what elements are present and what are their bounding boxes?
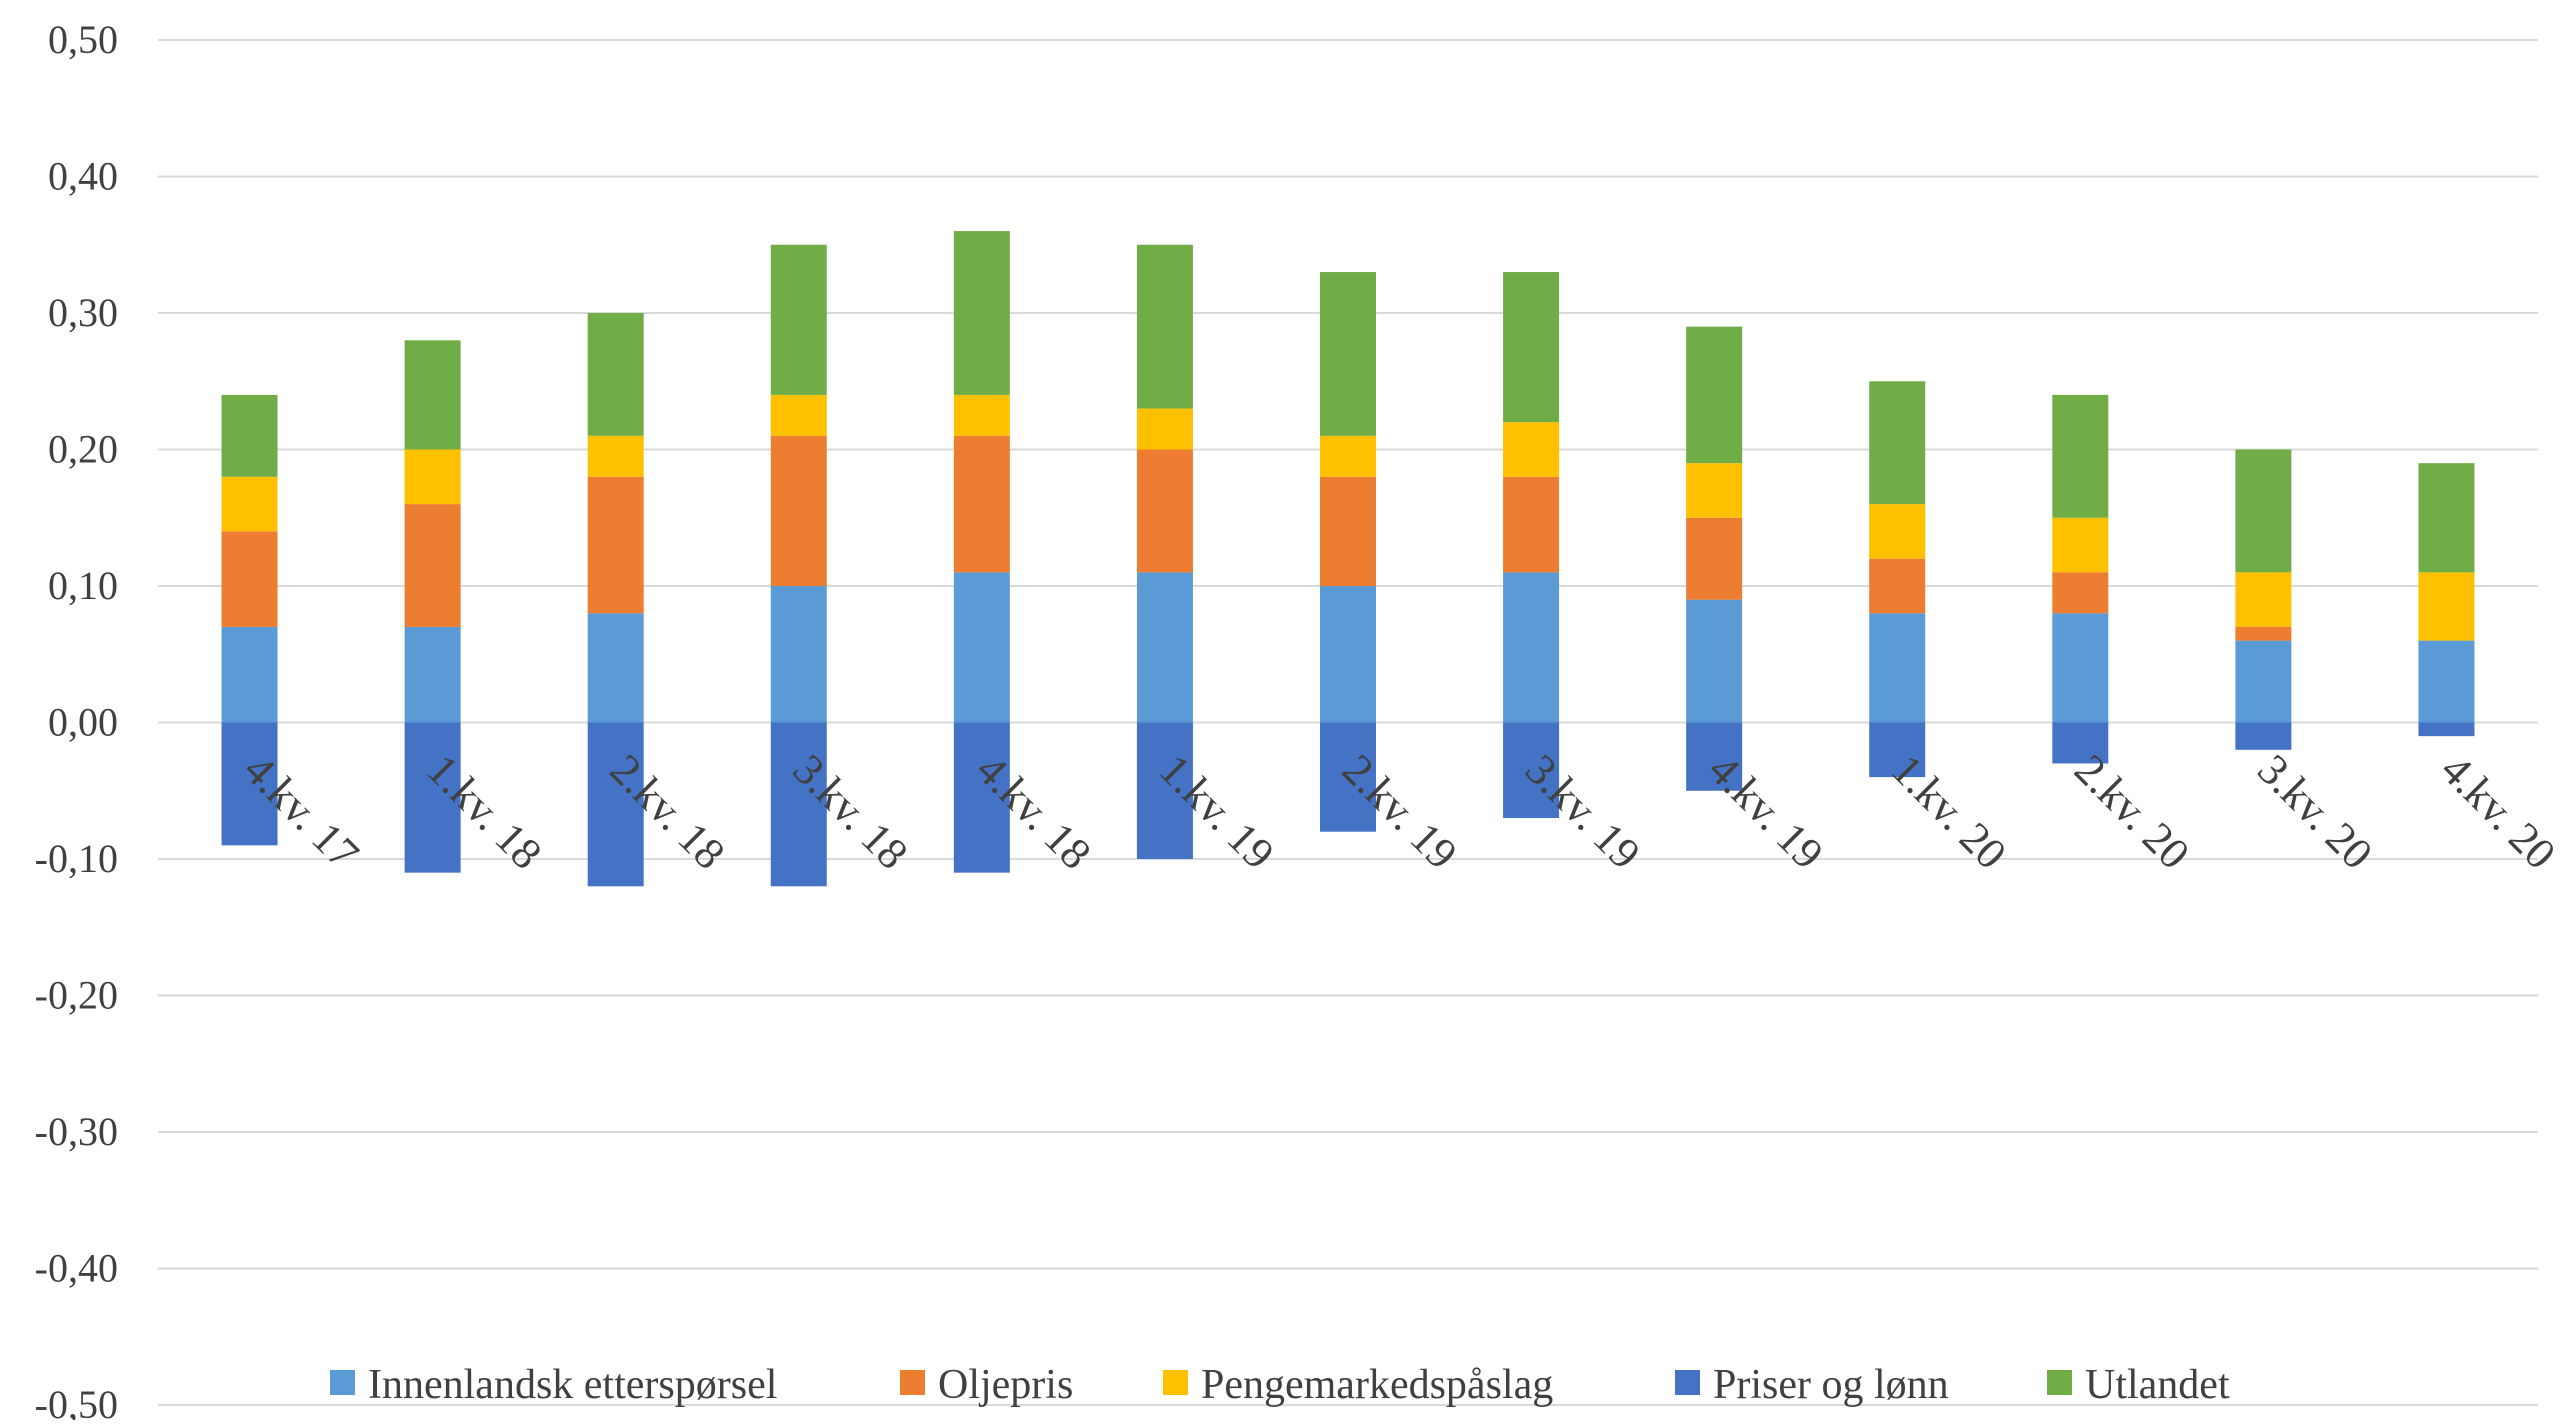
bar-segment bbox=[1503, 572, 1560, 723]
legend-swatch bbox=[1675, 1370, 1700, 1395]
y-tick-label: 0,50 bbox=[48, 17, 118, 62]
y-tick-label: 0,10 bbox=[48, 563, 118, 608]
bar-segment bbox=[770, 586, 827, 723]
bar-segment bbox=[2052, 517, 2109, 573]
y-axis-tick-labels: 0,50 0,40 0,30 0,20 0,10 0,00 -0,10 -0,20 -0,30 -… bbox=[35, 17, 118, 1425]
legend-swatch bbox=[1163, 1370, 1188, 1395]
bar-segment bbox=[770, 394, 827, 436]
bar-segment bbox=[1869, 504, 1926, 559]
bar-segment bbox=[1320, 476, 1376, 586]
bar-segment bbox=[953, 394, 1010, 436]
bar-segment bbox=[587, 722, 644, 887]
bar-segment bbox=[587, 435, 644, 477]
legend-label: Oljepris bbox=[938, 1362, 1073, 1408]
bar-segment bbox=[2418, 463, 2475, 573]
bar-segment bbox=[2418, 572, 2475, 641]
bar-segment bbox=[1136, 408, 1193, 450]
bar-segment bbox=[2235, 722, 2292, 750]
bar-segment bbox=[1869, 722, 1926, 778]
bar-segment bbox=[221, 394, 278, 477]
y-tick-label: 0,30 bbox=[48, 290, 118, 335]
legend-swatch bbox=[330, 1370, 355, 1395]
bar-segment bbox=[404, 504, 461, 627]
bar-segment bbox=[2052, 394, 2109, 518]
bar-segment bbox=[770, 244, 827, 395]
bar-segment bbox=[1503, 272, 1560, 423]
bar-segment bbox=[587, 313, 644, 436]
bar-segment bbox=[1686, 463, 1743, 518]
bar-segment bbox=[404, 626, 461, 723]
bar-segment bbox=[953, 572, 1010, 723]
bar-segment bbox=[2235, 449, 2292, 573]
bar-segment bbox=[953, 435, 1010, 573]
bar-segment bbox=[2052, 572, 2109, 614]
bar-segment bbox=[1320, 586, 1376, 723]
legend-swatch bbox=[2047, 1370, 2072, 1395]
bar-segment bbox=[404, 340, 461, 450]
bar-segment bbox=[587, 613, 644, 723]
bar-segment bbox=[1869, 558, 1926, 614]
bar-segment bbox=[1686, 722, 1743, 791]
bars bbox=[221, 231, 2475, 887]
bar-segment bbox=[1503, 476, 1560, 573]
bar-segment bbox=[2235, 626, 2292, 641]
y-tick-label: 0,00 bbox=[48, 700, 118, 745]
bar-segment bbox=[1686, 326, 1743, 464]
bar-segment bbox=[953, 231, 1010, 395]
bar-segment bbox=[1869, 613, 1926, 723]
legend: Innenlandsk etterspørsel Oljepris Pengemar… bbox=[330, 1362, 2230, 1408]
bar-segment bbox=[2418, 640, 2475, 723]
bar-segment bbox=[587, 476, 644, 614]
y-tick-label: -0,40 bbox=[35, 1246, 118, 1291]
bar-segment bbox=[1136, 572, 1193, 723]
legend-swatch bbox=[900, 1370, 925, 1395]
legend-label: Innenlandsk etterspørsel bbox=[368, 1362, 777, 1408]
y-tick-label: -0,50 bbox=[35, 1382, 118, 1420]
y-tick-label: -0,30 bbox=[35, 1109, 118, 1154]
bar-segment bbox=[1320, 272, 1376, 436]
bar-segment bbox=[770, 435, 827, 586]
bar-segment bbox=[1136, 449, 1193, 573]
bar-segment bbox=[221, 722, 278, 846]
bar-segment bbox=[2235, 640, 2292, 723]
legend-label: Priser og lønn bbox=[1713, 1362, 1949, 1408]
bar-segment bbox=[2052, 722, 2109, 764]
bar-segment bbox=[1320, 722, 1376, 832]
bar-segment bbox=[770, 722, 827, 887]
bar-segment bbox=[2052, 613, 2109, 723]
bar-segment bbox=[1686, 599, 1743, 723]
bar-segment bbox=[2418, 722, 2475, 737]
bar-segment bbox=[1136, 244, 1193, 409]
bar-segment bbox=[2235, 572, 2292, 627]
y-tick-label: 0,20 bbox=[48, 427, 118, 472]
y-tick-label: -0,10 bbox=[35, 836, 118, 881]
bar-segment bbox=[1686, 517, 1743, 600]
bar-segment bbox=[1503, 422, 1560, 477]
bar-segment bbox=[1869, 381, 1926, 505]
bar-segment bbox=[404, 722, 461, 873]
bar-segment bbox=[953, 722, 1010, 873]
bar-segment bbox=[221, 476, 278, 532]
bar-segment bbox=[1503, 722, 1560, 819]
y-tick-label: -0,20 bbox=[35, 973, 118, 1018]
bar-segment bbox=[221, 531, 278, 627]
y-tick-label: 0,40 bbox=[48, 154, 118, 199]
bar-segment bbox=[1136, 722, 1193, 859]
bar-segment bbox=[1320, 435, 1376, 477]
bar-segment bbox=[404, 449, 461, 505]
legend-label: Pengemarkedspåslag bbox=[1201, 1362, 1553, 1408]
bar-segment bbox=[221, 626, 278, 723]
legend-label: Utlandet bbox=[2085, 1362, 2230, 1408]
